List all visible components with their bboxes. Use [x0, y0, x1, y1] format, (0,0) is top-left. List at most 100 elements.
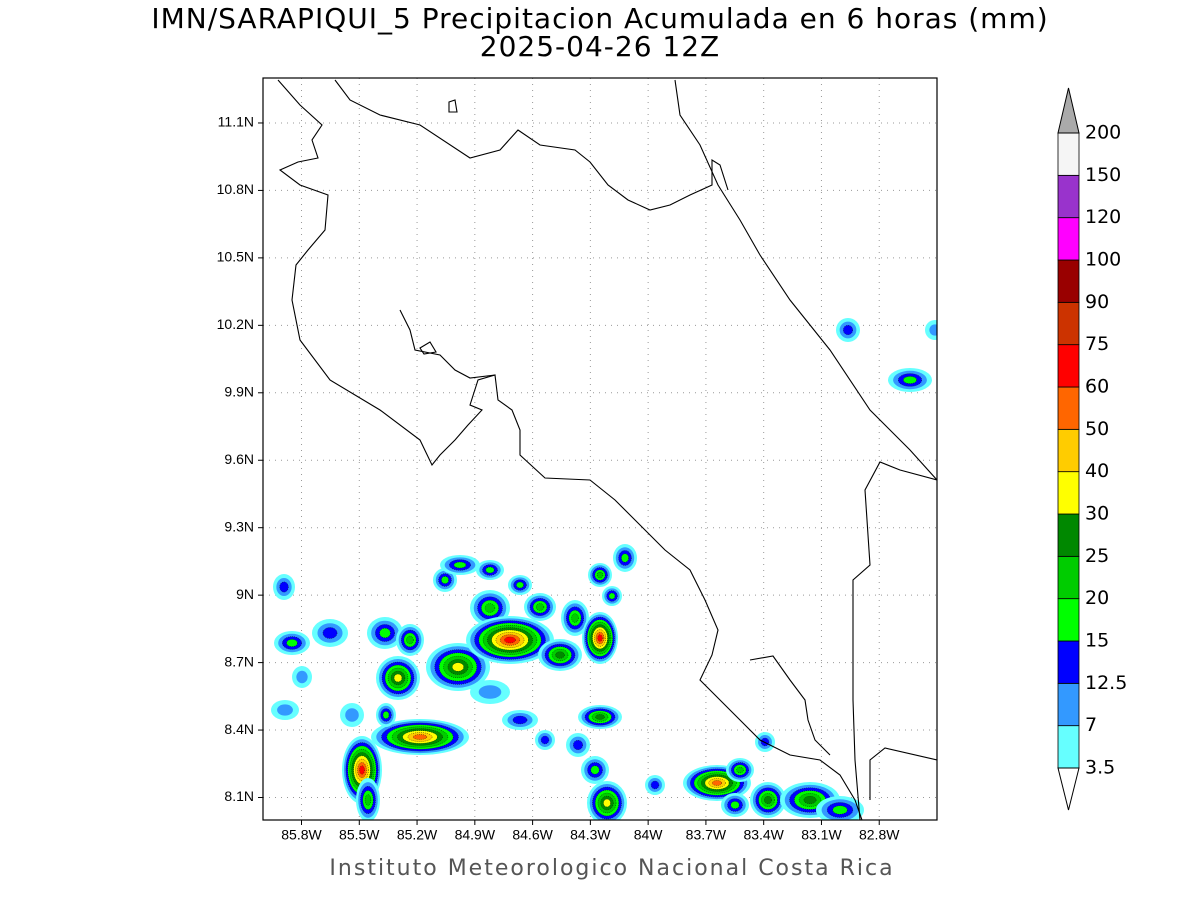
precip-cell	[516, 581, 524, 589]
colorbar-box	[1057, 174, 1080, 219]
precip-cell	[512, 715, 528, 725]
precip-cell	[412, 734, 428, 740]
colorbar-box	[1057, 217, 1080, 261]
y-tick-label: 8.1N	[224, 788, 254, 804]
precip-cell	[286, 639, 298, 647]
precip-cell	[279, 581, 289, 593]
osa-peninsula	[749, 655, 831, 756]
map-frame	[262, 77, 938, 821]
y-tick-label: 9N	[236, 586, 254, 602]
colorbar-label: 75	[1085, 333, 1109, 355]
x-tick-label: 84.6W	[512, 827, 553, 843]
precip-cell	[296, 670, 308, 684]
colorbar-box	[1057, 513, 1080, 557]
y-tick-label: 9.3N	[224, 518, 254, 534]
precip-cell	[736, 766, 744, 774]
colorbar-label: 20	[1085, 587, 1109, 609]
precip-cell	[441, 576, 449, 584]
x-tick-label: 84.9W	[455, 827, 496, 843]
y-tick-label: 10.8N	[217, 181, 254, 197]
precip-cell	[453, 561, 467, 569]
precip-cell	[535, 603, 545, 611]
precip-cell	[843, 325, 853, 335]
y-tick-label: 9.9N	[224, 383, 254, 399]
colorbar-box	[1057, 555, 1080, 600]
x-tick-label: 85.5W	[339, 827, 380, 843]
colorbar-label: 30	[1085, 503, 1109, 525]
colorbar-box	[1057, 301, 1080, 346]
colorbar-label: 12.5	[1085, 672, 1127, 694]
coastlines	[277, 79, 937, 820]
precip-cell	[650, 780, 660, 790]
precip-cell	[540, 735, 550, 745]
border-nicaragua	[334, 79, 729, 211]
colorbar-label: 7	[1085, 714, 1097, 736]
precip-cell	[393, 673, 403, 683]
colorbar-over	[1057, 87, 1080, 134]
x-tick-label: 85.8W	[281, 827, 322, 843]
colorbar-box	[1057, 386, 1080, 430]
precip-cell	[571, 613, 579, 623]
precip-cell	[452, 662, 464, 672]
precip-cell	[597, 634, 603, 642]
precip-cell	[485, 566, 495, 574]
colorbar-box	[1057, 598, 1080, 642]
colorbar-label: 150	[1085, 164, 1121, 186]
map-footer: Instituto Meteorologico Nacional Costa R…	[329, 856, 894, 881]
precip-cell	[730, 801, 740, 809]
precip-cell	[359, 765, 365, 775]
precip-cell	[478, 685, 502, 699]
colorbar-label: 200	[1085, 122, 1121, 144]
y-tick-label: 10.2N	[217, 316, 254, 332]
colorbar-label: 50	[1085, 418, 1109, 440]
gulf-nicoya	[399, 309, 496, 379]
x-tick-label: 85.2W	[397, 827, 438, 843]
precip-cell	[484, 603, 496, 613]
precip-cell	[608, 592, 616, 600]
colorbar: 3.5 7 12.5 15 20 25 30 40 50 60 75 90 100 120 150 200	[1057, 87, 1127, 811]
precip-cell	[903, 376, 917, 384]
colorbar-box	[1057, 428, 1080, 473]
y-tick-label: 11.1N	[218, 114, 254, 130]
border-panama	[852, 461, 937, 820]
x-tick-label: 83.7W	[686, 827, 727, 843]
precip-cell	[596, 571, 604, 579]
colorbar-under	[1057, 767, 1080, 811]
precip-cell	[379, 627, 391, 639]
colorbar-box	[1057, 725, 1080, 769]
precip-cell	[603, 798, 611, 808]
colorbar-box	[1057, 640, 1080, 684]
colorbar-label: 3.5	[1085, 757, 1115, 779]
precip-cell	[929, 324, 937, 336]
precip-cell	[803, 796, 817, 804]
colorbar-label: 60	[1085, 376, 1109, 398]
x-tick-label: 83.1W	[801, 827, 842, 843]
colorbar-box	[1057, 344, 1080, 388]
colorbar-label: 120	[1085, 206, 1121, 228]
map-subtitle: 2025-04-26 12Z	[480, 30, 720, 63]
precip-cell	[322, 627, 338, 639]
precip-cell	[345, 708, 359, 722]
island	[419, 341, 437, 355]
precip-cell	[406, 635, 414, 645]
colorbar-box	[1057, 471, 1080, 515]
island	[448, 99, 458, 113]
colorbar-label: 25	[1085, 545, 1109, 567]
y-tick-label: 8.4N	[224, 721, 254, 737]
map-title: IMN/SARAPIQUI_5 Precipitacion Acumulada …	[151, 2, 1048, 35]
precip-cell	[832, 805, 848, 815]
precip-cell	[555, 651, 565, 659]
axis-ticks: 85.8W 85.5W 85.2W 84.9W 84.6W 84.3W 84W 83.7W 83…	[217, 114, 901, 843]
burica	[869, 747, 937, 800]
coastline	[277, 79, 863, 820]
precip-cell	[277, 704, 293, 716]
x-tick-label: 84.3W	[570, 827, 611, 843]
colorbar-label: 100	[1085, 249, 1121, 271]
colorbar-label: 15	[1085, 630, 1109, 652]
colorbar-box	[1057, 682, 1080, 727]
precip-cell	[621, 553, 629, 563]
precip-field	[271, 318, 937, 820]
colorbar-label: 90	[1085, 291, 1109, 313]
precip-cell	[590, 765, 600, 775]
